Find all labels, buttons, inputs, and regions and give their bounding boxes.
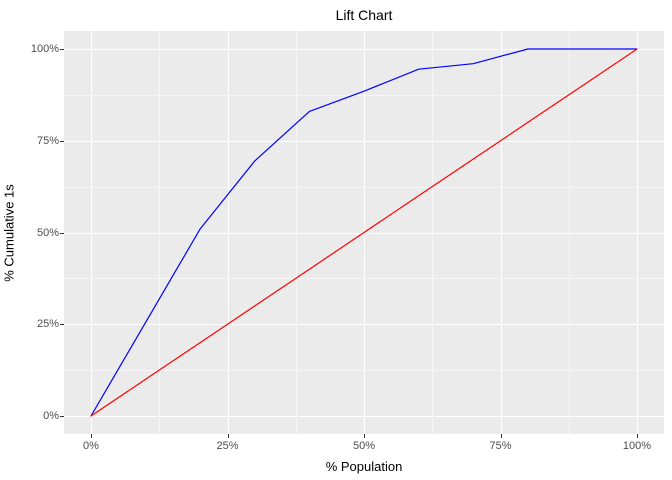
- x-tick-mark: [637, 434, 638, 438]
- series-line-random-baseline: [91, 49, 637, 416]
- x-tick-mark: [227, 434, 229, 438]
- y-tick-label: 100%: [30, 43, 59, 55]
- chart-title: Lift Chart: [335, 7, 393, 23]
- x-tick-mark: [364, 434, 365, 438]
- x-tick-mark: [500, 434, 502, 438]
- series-lines-layer: [91, 49, 637, 416]
- y-tick-mark: [60, 140, 64, 142]
- grid-major-horizontal: [64, 49, 664, 50]
- y-tick-label: 0%: [43, 410, 59, 422]
- x-tick-label: 100%: [622, 440, 652, 452]
- series-line-cumulative-lift: [91, 49, 637, 416]
- y-tick-mark: [60, 49, 64, 50]
- y-tick-mark: [60, 232, 64, 234]
- y-tick-mark: [60, 416, 64, 417]
- x-tick-label: 0%: [83, 440, 99, 452]
- grid-major-horizontal: [64, 324, 664, 326]
- y-tick-label: 25%: [36, 318, 59, 331]
- x-tick-label: 75%: [489, 440, 512, 452]
- x-tick-label: 25%: [216, 440, 239, 452]
- grid-major-horizontal: [64, 140, 664, 142]
- x-tick-label: 50%: [352, 440, 376, 452]
- y-tick-label: 50%: [36, 226, 59, 239]
- x-tick-mark: [91, 434, 92, 438]
- x-axis-title: % Population: [325, 459, 403, 474]
- y-axis-title: % Cumulative 1s: [1, 184, 17, 282]
- y-tick-mark: [60, 324, 64, 326]
- plot-panel: [64, 31, 664, 434]
- grid-major-horizontal: [64, 416, 664, 417]
- y-tick-label: 75%: [36, 134, 59, 147]
